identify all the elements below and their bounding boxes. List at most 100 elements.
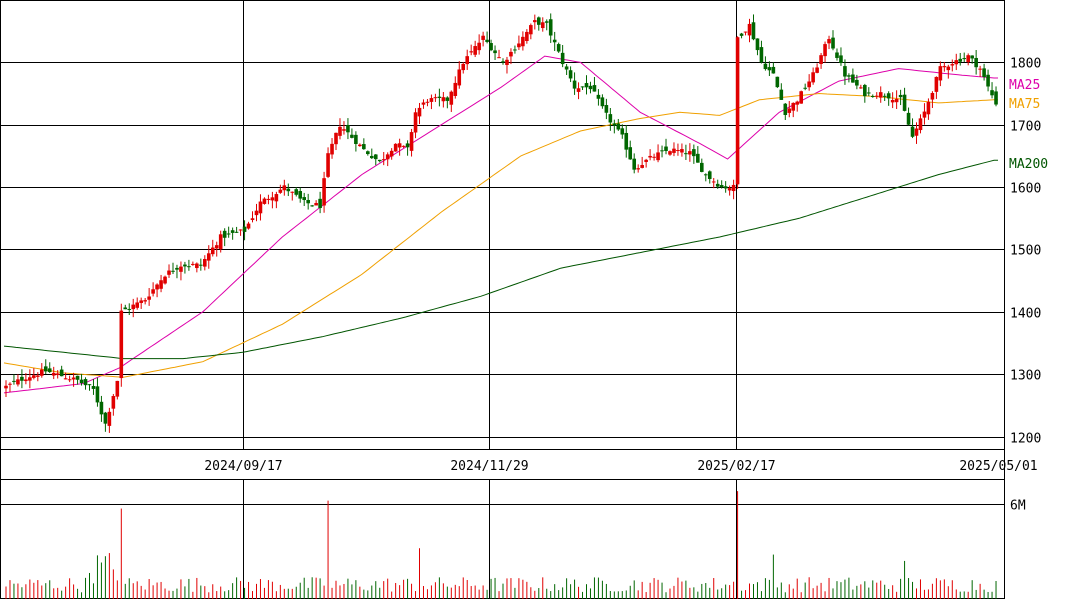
candle-body (24, 379, 28, 382)
candle-body (346, 124, 350, 133)
candle-body (906, 112, 911, 125)
moving-average-lines (3, 55, 998, 394)
candle-body (548, 19, 553, 36)
ma-line-ma25 (3, 55, 998, 394)
candle-body (779, 89, 784, 100)
candle-body (529, 25, 533, 35)
candle-body (970, 55, 974, 59)
candle-body (115, 380, 120, 397)
candle-body (258, 201, 263, 214)
candle-body (171, 270, 175, 272)
candle-body (560, 52, 565, 65)
candle-body (362, 144, 366, 150)
candle-body (771, 66, 776, 74)
candle-body (946, 66, 951, 71)
candle-body (119, 310, 124, 379)
candle-body (882, 95, 887, 97)
candle-body (696, 153, 700, 163)
candle-body (366, 151, 370, 155)
candle-body (461, 63, 466, 71)
candle-body (986, 74, 990, 87)
candle-body (759, 47, 764, 63)
candle-body (107, 411, 112, 426)
candle-body (878, 92, 883, 98)
candle-body (731, 184, 736, 192)
candle-body (612, 123, 617, 126)
candle-body (855, 79, 859, 86)
volume-plot-frame (0, 479, 1005, 599)
candle-body (863, 84, 867, 97)
candle-body (342, 129, 346, 131)
candle-body (377, 159, 382, 162)
candle-body (592, 85, 597, 92)
candle-body (616, 123, 621, 130)
ma-line-ma75 (3, 92, 998, 378)
candle-body (55, 373, 60, 376)
candle-body (401, 145, 406, 147)
candle-body (334, 132, 338, 145)
candle-body (930, 92, 935, 100)
candle-body (890, 100, 895, 103)
candle-body (874, 95, 879, 97)
candle-body (409, 132, 414, 151)
volume-tick-label: 6M (1010, 499, 1026, 514)
candle-body (922, 111, 927, 118)
candle-body (894, 98, 899, 103)
candle-body (111, 396, 116, 409)
ma-legend: MA25 MA75 MA200 (1009, 78, 1048, 172)
candle-body (652, 156, 656, 158)
candle-body (715, 183, 720, 187)
candle-body (246, 223, 251, 229)
candle-body (660, 150, 664, 152)
candle-body (775, 76, 780, 88)
ma-legend-ma75: MA75 (1009, 97, 1040, 112)
candle-body (131, 304, 136, 310)
candle-body (481, 35, 485, 40)
candle-body (723, 186, 728, 189)
candle-body (568, 70, 573, 79)
candle-body (4, 385, 8, 389)
candlesticks (4, 13, 998, 433)
candle-body (465, 56, 470, 65)
candle-body (354, 134, 358, 145)
price-tick-label: 1800 (1010, 57, 1041, 72)
candle-body (886, 93, 891, 99)
candle-body (151, 289, 155, 294)
candle-body (835, 52, 839, 58)
candle-body (823, 44, 827, 57)
candle-body (358, 144, 362, 147)
candle-body (692, 149, 696, 157)
candle-body (203, 258, 207, 267)
candle-body (32, 375, 36, 378)
candle-body (843, 66, 847, 77)
candle-body (39, 369, 44, 376)
candle-body (290, 191, 295, 193)
candle-body (163, 276, 167, 284)
candle-body (16, 379, 20, 385)
candle-body (525, 31, 529, 41)
candle-body (429, 98, 434, 102)
candle-body (707, 171, 712, 179)
candle-body (83, 379, 88, 386)
candle-body (958, 58, 963, 62)
candle-body (210, 247, 215, 255)
candle-body (8, 383, 12, 385)
candle-body (310, 205, 314, 207)
date-tick-labels: 2024/09/17 2024/11/29 2025/02/17 2025/05/01 (204, 459, 1037, 474)
candle-body (644, 159, 648, 162)
candle-body (262, 198, 267, 204)
candle-body (453, 82, 458, 96)
candle-body (449, 91, 454, 105)
candle-body (735, 37, 740, 185)
candle-body (870, 96, 875, 98)
volume-axis-labels: 6M (1010, 499, 1026, 514)
candle-body (425, 101, 430, 103)
candle-body (676, 150, 680, 152)
candle-body (381, 159, 386, 161)
candle-body (664, 146, 668, 152)
price-tick-label: 1600 (1010, 182, 1041, 197)
candle-body (385, 154, 390, 160)
date-tick-label: 2025/02/17 (697, 459, 775, 474)
price-plot-frame (0, 0, 1005, 450)
